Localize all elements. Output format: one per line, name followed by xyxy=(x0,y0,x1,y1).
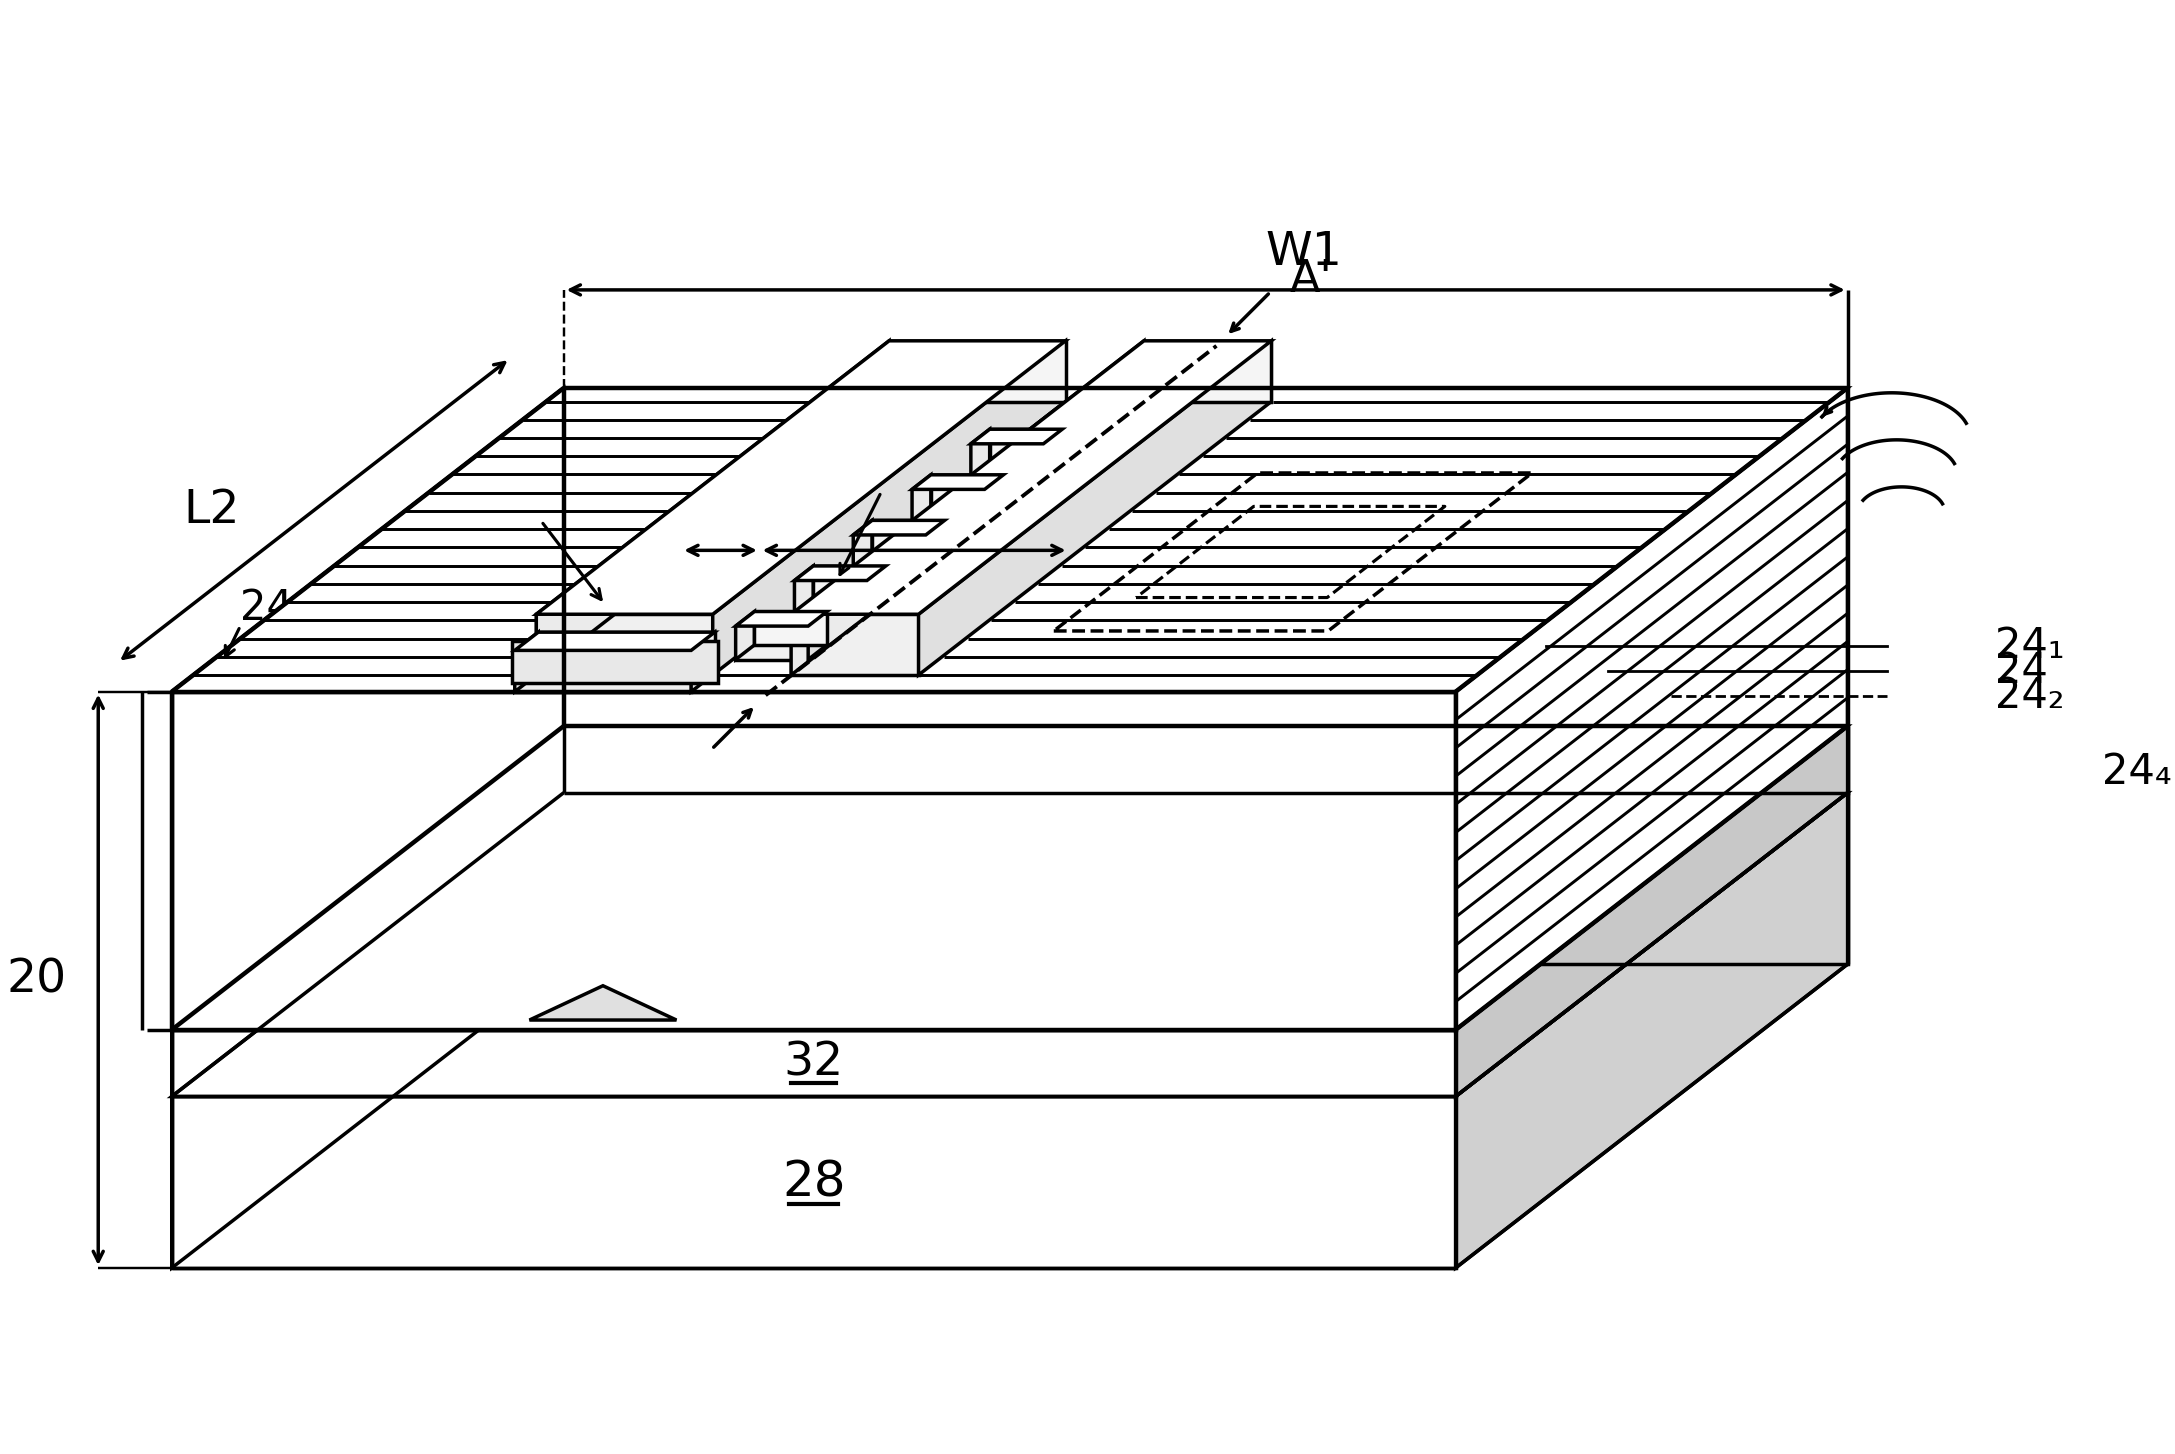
Text: 24₁: 24₁ xyxy=(1994,625,2064,667)
Polygon shape xyxy=(985,475,1003,523)
Polygon shape xyxy=(515,632,716,650)
Polygon shape xyxy=(515,650,692,692)
Polygon shape xyxy=(172,726,563,1096)
Polygon shape xyxy=(172,388,563,1029)
Polygon shape xyxy=(792,340,1144,675)
Polygon shape xyxy=(692,632,716,692)
Polygon shape xyxy=(735,627,809,660)
Polygon shape xyxy=(872,521,944,554)
Polygon shape xyxy=(792,340,1272,614)
Polygon shape xyxy=(511,641,718,682)
Polygon shape xyxy=(1144,340,1272,401)
Polygon shape xyxy=(1455,726,1847,1096)
Polygon shape xyxy=(927,521,944,569)
Text: 23: 23 xyxy=(863,451,920,494)
Polygon shape xyxy=(172,792,563,1268)
Polygon shape xyxy=(813,566,885,599)
Polygon shape xyxy=(918,340,1272,675)
Polygon shape xyxy=(911,475,1003,490)
Polygon shape xyxy=(1455,792,1847,1268)
Text: 28: 28 xyxy=(781,1159,846,1207)
Text: 24₄: 24₄ xyxy=(2103,750,2173,792)
Polygon shape xyxy=(1455,388,1847,1029)
Polygon shape xyxy=(794,566,813,614)
Polygon shape xyxy=(537,340,890,675)
Text: 24₁: 24₁ xyxy=(559,599,629,641)
Polygon shape xyxy=(172,1096,1455,1268)
Text: L2: L2 xyxy=(185,489,239,534)
Text: 22: 22 xyxy=(502,480,559,523)
Text: 32: 32 xyxy=(783,1041,844,1086)
Polygon shape xyxy=(794,566,885,580)
Polygon shape xyxy=(537,632,716,673)
Text: W1: W1 xyxy=(1266,230,1342,275)
Polygon shape xyxy=(911,490,985,523)
Text: A': A' xyxy=(1290,257,1333,301)
Polygon shape xyxy=(172,1029,1455,1096)
Polygon shape xyxy=(853,535,927,569)
Text: 24₂: 24₂ xyxy=(239,587,309,630)
Polygon shape xyxy=(172,726,1847,1029)
Polygon shape xyxy=(931,475,1003,509)
Polygon shape xyxy=(794,580,868,614)
Polygon shape xyxy=(537,340,1066,614)
Polygon shape xyxy=(809,612,826,660)
Polygon shape xyxy=(755,612,826,646)
Text: 20: 20 xyxy=(7,957,67,1002)
Polygon shape xyxy=(970,429,990,477)
Polygon shape xyxy=(515,632,537,692)
Polygon shape xyxy=(563,792,1847,964)
Text: 24: 24 xyxy=(1994,650,2047,692)
Text: W2: W2 xyxy=(668,494,735,537)
Polygon shape xyxy=(853,521,944,535)
Polygon shape xyxy=(792,614,918,675)
Text: 26: 26 xyxy=(187,839,244,883)
Text: 24₂: 24₂ xyxy=(1994,675,2064,717)
Polygon shape xyxy=(563,726,1847,792)
Polygon shape xyxy=(713,340,1066,675)
Polygon shape xyxy=(990,429,1061,462)
Polygon shape xyxy=(735,612,826,627)
Polygon shape xyxy=(970,443,1044,477)
Text: W3: W3 xyxy=(905,494,972,537)
Polygon shape xyxy=(172,388,1847,692)
Polygon shape xyxy=(890,340,1066,401)
Polygon shape xyxy=(172,692,1455,1029)
Polygon shape xyxy=(853,521,872,569)
Text: A: A xyxy=(666,740,696,784)
Polygon shape xyxy=(868,566,885,614)
Polygon shape xyxy=(529,986,676,1021)
Polygon shape xyxy=(172,792,1847,1096)
Polygon shape xyxy=(970,429,1061,443)
Polygon shape xyxy=(911,475,931,523)
Polygon shape xyxy=(1044,429,1061,477)
Polygon shape xyxy=(735,612,755,660)
Polygon shape xyxy=(537,614,713,675)
